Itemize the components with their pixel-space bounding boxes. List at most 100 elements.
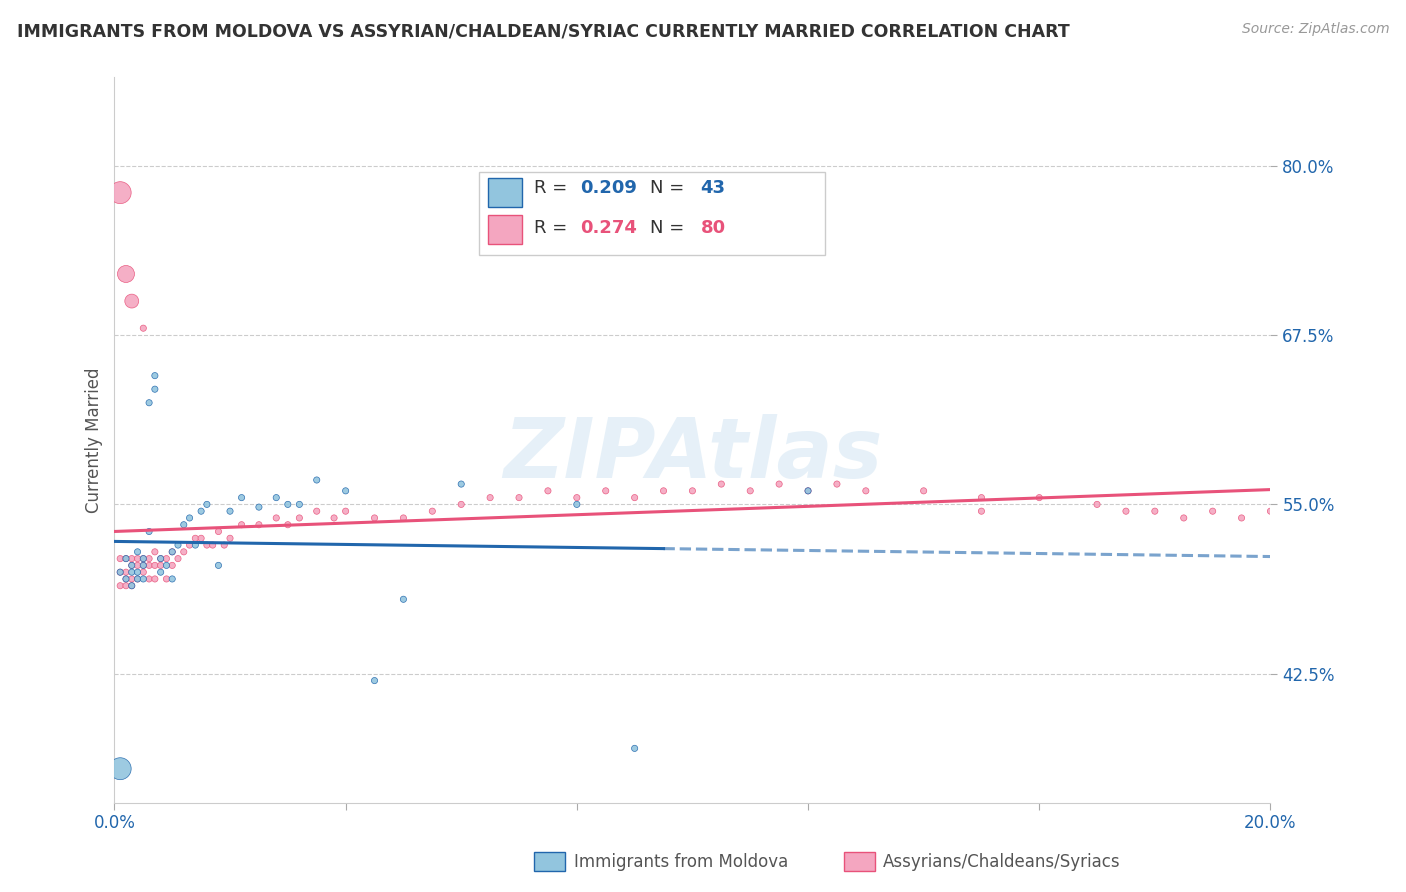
Point	[450, 497, 472, 511]
Point	[138, 524, 160, 539]
Point	[450, 477, 472, 491]
Point	[207, 524, 229, 539]
Point	[127, 572, 149, 586]
Y-axis label: Currently Married: Currently Married	[86, 368, 103, 513]
Point	[121, 558, 143, 573]
Point	[195, 497, 218, 511]
Point	[195, 538, 218, 552]
Point	[277, 497, 299, 511]
Point	[392, 511, 415, 525]
Point	[121, 579, 143, 593]
Point	[160, 572, 183, 586]
Point	[121, 551, 143, 566]
Point	[143, 545, 166, 559]
Point	[173, 517, 195, 532]
Point	[797, 483, 820, 498]
Point	[115, 551, 138, 566]
Point	[595, 483, 617, 498]
Text: IMMIGRANTS FROM MOLDOVA VS ASSYRIAN/CHALDEAN/SYRIAC CURRENTLY MARRIED CORRELATIO: IMMIGRANTS FROM MOLDOVA VS ASSYRIAN/CHAL…	[17, 22, 1070, 40]
Point	[132, 551, 155, 566]
Point	[277, 517, 299, 532]
Point	[108, 579, 131, 593]
Point	[363, 673, 385, 688]
FancyBboxPatch shape	[488, 215, 523, 244]
Point	[652, 483, 675, 498]
Point	[184, 531, 207, 545]
Point	[768, 477, 790, 491]
Point	[825, 477, 848, 491]
Point	[179, 511, 201, 525]
Point	[127, 551, 149, 566]
Point	[264, 491, 287, 505]
Point	[420, 504, 443, 518]
Point	[190, 504, 212, 518]
Point	[160, 558, 183, 573]
Point	[121, 558, 143, 573]
Point	[115, 551, 138, 566]
Point	[138, 396, 160, 410]
Text: Source: ZipAtlas.com: Source: ZipAtlas.com	[1241, 22, 1389, 37]
Point	[115, 579, 138, 593]
Point	[108, 565, 131, 579]
Point	[207, 558, 229, 573]
Point	[132, 558, 155, 573]
Point	[1173, 511, 1195, 525]
Point	[149, 551, 172, 566]
Point	[970, 491, 993, 505]
Point	[108, 186, 131, 200]
Point	[155, 558, 177, 573]
Point	[143, 558, 166, 573]
Point	[121, 565, 143, 579]
Text: R =: R =	[534, 219, 574, 237]
Point	[710, 477, 733, 491]
Point	[127, 572, 149, 586]
Text: R =: R =	[534, 178, 574, 196]
Point	[132, 572, 155, 586]
Point	[305, 504, 328, 518]
Point	[132, 321, 155, 335]
Point	[231, 491, 253, 505]
Point	[115, 572, 138, 586]
Point	[127, 545, 149, 559]
Point	[247, 517, 270, 532]
Point	[149, 558, 172, 573]
Point	[108, 551, 131, 566]
Point	[143, 368, 166, 383]
Point	[190, 531, 212, 545]
Point	[179, 538, 201, 552]
Point	[537, 483, 560, 498]
Point	[132, 565, 155, 579]
Point	[184, 538, 207, 552]
Point	[143, 572, 166, 586]
Point	[132, 558, 155, 573]
Point	[323, 511, 346, 525]
Point	[231, 517, 253, 532]
Point	[108, 565, 131, 579]
Point	[1201, 504, 1223, 518]
Point	[912, 483, 935, 498]
Point	[565, 497, 588, 511]
Point	[1230, 511, 1253, 525]
Point	[1028, 491, 1050, 505]
Point	[160, 545, 183, 559]
Point	[392, 592, 415, 607]
FancyBboxPatch shape	[478, 172, 825, 255]
Point	[219, 504, 242, 518]
Point	[623, 741, 645, 756]
Point	[797, 483, 820, 498]
Point	[121, 294, 143, 309]
Point	[1260, 504, 1282, 518]
Text: N =: N =	[650, 178, 690, 196]
Point	[479, 491, 502, 505]
Point	[121, 579, 143, 593]
Point	[155, 551, 177, 566]
Point	[155, 572, 177, 586]
Point	[335, 504, 357, 518]
Point	[681, 483, 703, 498]
Point	[212, 538, 235, 552]
Point	[264, 511, 287, 525]
Text: 43: 43	[700, 178, 725, 196]
Point	[363, 511, 385, 525]
Point	[127, 565, 149, 579]
Text: N =: N =	[650, 219, 690, 237]
